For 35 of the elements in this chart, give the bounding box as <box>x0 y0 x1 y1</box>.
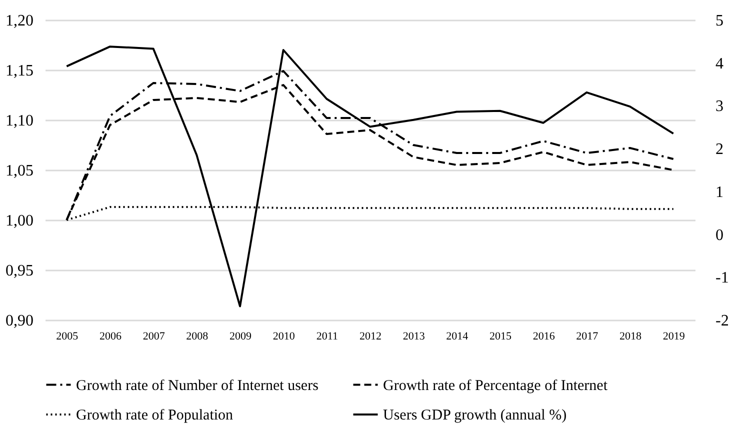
y-tick-label: 1,00 <box>6 212 34 230</box>
y2-tick-label: 5 <box>716 12 724 30</box>
y2-tick-label: 3 <box>716 98 724 116</box>
x-tick-label: 2007 <box>142 330 166 342</box>
y-tick-label: 1,10 <box>6 112 34 130</box>
x-tick-label: 2005 <box>56 330 79 342</box>
legend-label: Users GDP growth (annual %) <box>383 408 567 424</box>
x-tick-label: 2012 <box>360 330 382 342</box>
x-tick-label: 2015 <box>490 330 512 342</box>
x-tick-label: 2009 <box>230 330 252 342</box>
x-tick-label: 2006 <box>100 330 122 342</box>
y2-tick-label: 4 <box>716 55 724 72</box>
line-series <box>66 46 674 308</box>
y-tick-label: 1,20 <box>6 12 34 30</box>
y-tick-label: 1,05 <box>6 162 34 180</box>
y-tick-label: 0,95 <box>6 262 34 280</box>
x-tick-label: 2010 <box>272 330 296 342</box>
y2-tick-label: -1 <box>716 270 729 287</box>
x-tick-label: 2014 <box>446 330 469 342</box>
y-tick-label: 1,15 <box>6 62 34 80</box>
y2-tick-label: 1 <box>716 184 724 201</box>
x-tick-label: 2011 <box>316 330 338 342</box>
legend-label: Growth rate of Population <box>76 408 234 424</box>
y2-tick-label: -2 <box>716 312 729 330</box>
x-tick-label: 2008 <box>186 330 209 342</box>
x-tick-label: 2013 <box>402 330 426 342</box>
y2-tick-label: 0 <box>716 226 724 244</box>
x-tick-label: 2016 <box>532 330 556 342</box>
x-tick-label: 2017 <box>576 330 599 342</box>
x-tick-label: 2019 <box>662 330 686 342</box>
y-tick-label: 0,90 <box>6 312 34 330</box>
legend-label: Growth rate of Number of Internet users <box>76 378 319 394</box>
x-tick-label: 2018 <box>620 330 642 342</box>
legend-label: Growth rate of Percentage of Internet <box>383 378 608 394</box>
y2-tick-label: 2 <box>716 141 724 158</box>
